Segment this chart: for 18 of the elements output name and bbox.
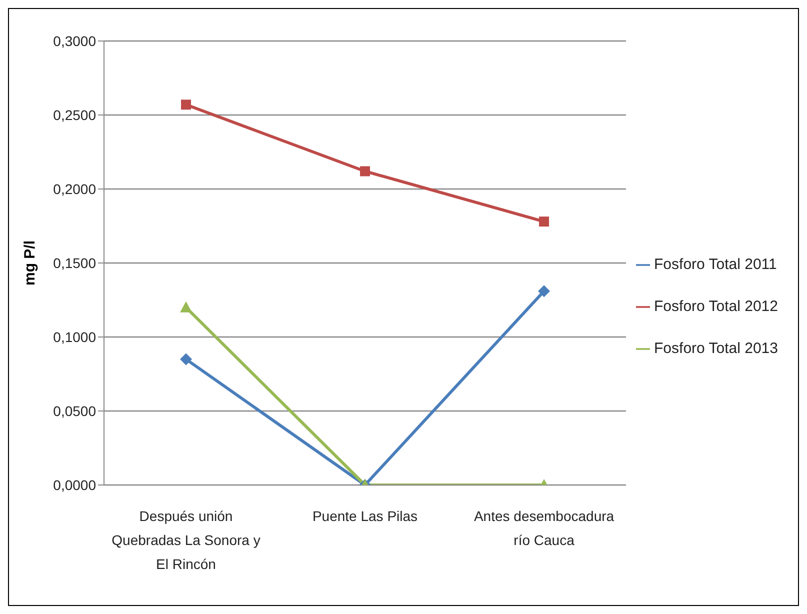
y-tick-label: 0,0000 bbox=[53, 476, 96, 493]
legend-label: Fosforo Total 2013 bbox=[654, 340, 778, 357]
x-tick-label: Después unión Quebradas La Sonora y El Rincón bbox=[112, 508, 260, 572]
y-tick-label: 0,2500 bbox=[53, 106, 96, 123]
legend-label: Fosforo Total 2012 bbox=[654, 298, 778, 315]
point bbox=[181, 100, 191, 110]
y-tick-label: 0,1500 bbox=[53, 254, 96, 271]
x-tick-label: Antes desembocadura río Cauca bbox=[474, 508, 614, 548]
x-tick-label: Puente Las Pilas bbox=[312, 508, 418, 524]
y-tick-label: 0,0500 bbox=[53, 402, 96, 419]
point bbox=[538, 285, 550, 298]
point bbox=[539, 216, 550, 227]
legend-label: Fosforo Total 2011 bbox=[654, 256, 777, 273]
y-axis-title: mg P/l bbox=[21, 240, 38, 286]
y-tick-label: 0,3000 bbox=[53, 32, 96, 49]
y-tick-label: 0,1000 bbox=[53, 328, 96, 345]
point bbox=[360, 166, 370, 176]
y-tick-label: 0,2000 bbox=[53, 180, 96, 197]
